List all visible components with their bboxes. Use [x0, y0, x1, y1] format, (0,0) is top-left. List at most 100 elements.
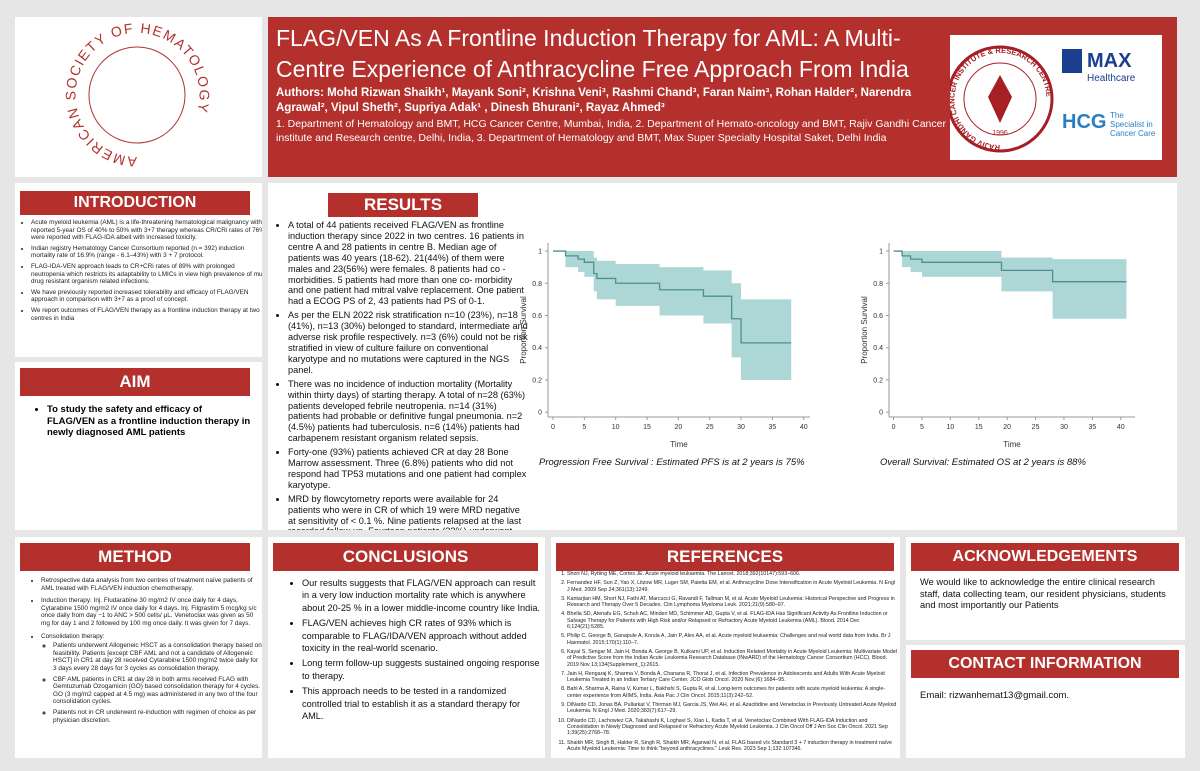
chart-caption: Progression Free Survival : Estimated PF…: [539, 457, 805, 468]
x-tick-label: 35: [768, 424, 776, 431]
ash-logo: AMERICAN SOCIETY OF HEMATOLOGY: [62, 20, 212, 170]
list-item-text: Retrospective data analysis from two cen…: [41, 577, 253, 592]
y-tick-label: 0.4: [532, 345, 542, 352]
list-item: Induction therapy: Inj. Fludarabine 30 m…: [41, 597, 262, 627]
list-item: Kayal S, Sengar M, Jain H, Bonda A, Geor…: [567, 649, 897, 668]
section-heading: METHOD: [20, 543, 250, 571]
x-tick-label: 25: [1032, 424, 1040, 431]
list-item: Philip C, George B, Ganapule A, Korula A…: [567, 633, 897, 646]
list-item-text: Consolidation therapy:: [41, 632, 105, 640]
list-item: Retrospective data analysis from two cen…: [41, 577, 262, 592]
list-item: Our results suggests that FLAG/VEN appro…: [302, 577, 540, 614]
list-item: Jain H, Rengaraj K, Sharma V, Bonda A, C…: [567, 671, 897, 684]
list-item: A total of 44 patients received FLAG/VEN…: [288, 220, 528, 307]
hcg-sub-box: The Specialist in Cancer Care: [1110, 111, 1156, 138]
partner-logos: RAJIV GANDHI CANCER INSTITUTE & RESEARCH…: [946, 35, 1162, 160]
x-tick-label: 5: [582, 424, 586, 431]
list-item: Shaikh MR, Singh B, Halder R, Singh R, S…: [567, 740, 897, 753]
y-tick-label: 0.6: [873, 313, 883, 320]
section-heading: REFERENCES: [556, 543, 894, 571]
title: FLAG/VEN As A Frontline Induction Therap…: [276, 25, 909, 82]
logo-art: RAJIV GANDHI CANCER INSTITUTE & RESEARCH…: [946, 45, 1156, 153]
contact-panel: CONTACT INFORMATION Email: rizwanhemat13…: [906, 645, 1185, 758]
survival-curve: [893, 250, 1127, 283]
authors: Authors: Mohd Rizwan Shaikh¹, Mayank Son…: [276, 87, 912, 114]
list-item: Bahl A, Sharma A, Raina V, Kumar L, Bakh…: [567, 686, 897, 699]
x-tick-label: 15: [975, 424, 983, 431]
list-item: FLAG-IDA-VEN approach leads to CR+CRi ra…: [31, 263, 262, 286]
list-item: Acute myeloid leukemia (AML) is a life-t…: [31, 219, 262, 242]
list-item: Fernandez HF, Sun Z, Yao X, Litzow MR, L…: [567, 580, 897, 593]
y-tick-label: 0.8: [532, 281, 542, 288]
chart-caption: Overall Survival: Estimated OS at 2 year…: [880, 457, 1086, 468]
y-tick-label: 0.2: [873, 377, 883, 384]
confidence-band: [893, 251, 1127, 319]
ash-logo-panel: AMERICAN SOCIETY OF HEMATOLOGY: [15, 17, 262, 177]
introduction-panel: INTRODUCTION Acute myeloid leukemia (AML…: [15, 183, 262, 357]
survival-curve: [553, 250, 792, 344]
hcg-sub: The Specialist in Cancer Care: [1110, 111, 1156, 138]
list-item: DiNardo CD, Lachowiez CA, Takahashi K, L…: [567, 718, 897, 737]
y-axis-label: Proportion Survival: [519, 296, 528, 364]
section-heading: INTRODUCTION: [20, 191, 250, 215]
list-item: Forty-one (93%) patients achieved CR at …: [288, 447, 528, 491]
rgci-inner-ring: [963, 62, 1037, 136]
x-tick-label: 15: [643, 424, 651, 431]
affiliations: 1. Department of Hematology and BMT, HCG…: [276, 118, 946, 144]
x-axis-label: Time: [670, 440, 688, 449]
section-heading: CONTACT INFORMATION: [911, 650, 1179, 678]
list-item: Indian registry Hematology Cancer Consor…: [31, 245, 262, 260]
x-tick-label: 5: [920, 424, 924, 431]
x-tick-label: 30: [737, 424, 745, 431]
section-heading: RESULTS: [328, 193, 478, 217]
x-tick-label: 30: [1060, 424, 1068, 431]
y-tick-label: 0.4: [873, 345, 883, 352]
sub-list: Patients underwent Allogeneic HSCT as a …: [41, 642, 262, 724]
bullet-list: Acute myeloid leukemia (AML) is a life-t…: [19, 219, 262, 325]
list-item: We have previously reported increased to…: [31, 289, 262, 304]
list-item: Long term follow-up suggests sustained o…: [302, 657, 540, 682]
y-tick-label: 0: [879, 410, 883, 417]
max-sub: Healthcare: [1087, 73, 1136, 84]
reference-list: Short NJ, Rytting ME, Cortes JE. Acute m…: [555, 571, 897, 755]
list-item: We report outcomes of FLAG/VEN therapy a…: [31, 307, 262, 322]
rgci-emblem: [988, 75, 1012, 123]
list-item: MRD by flowcytometry reports were availa…: [288, 494, 528, 530]
y-tick-label: 0: [538, 410, 542, 417]
y-tick-label: 0.2: [532, 377, 542, 384]
bullet-list: A total of 44 patients received FLAG/VEN…: [276, 220, 528, 530]
logo-ring: [88, 46, 186, 144]
sub-list-item: Patients not in CR underwent re-inductio…: [53, 709, 262, 724]
title-panel: FLAG/VEN As A Frontline Induction Therap…: [268, 17, 1177, 177]
sub-list-item: CBF AML patients in CR1 at day 28 in bot…: [53, 676, 262, 706]
references-panel: REFERENCES Short NJ, Rytting ME, Cortes …: [551, 537, 900, 758]
y-tick-label: 1: [879, 249, 883, 256]
charts: 0 5 10 15 20 25 30 35 4000.20.40.60.81TimePropor…: [519, 243, 1135, 468]
list-item: DiNardo CD, Jonas BA, Pullarkat V, Thirm…: [567, 702, 897, 715]
x-tick-label: 10: [612, 424, 620, 431]
x-tick-label: 0: [551, 424, 555, 431]
section-heading: ACKNOWLEDGEMENTS: [911, 543, 1179, 571]
hcg-word: HCG: [1062, 111, 1106, 133]
list-item: This approach needs to be tested in a ra…: [302, 685, 540, 722]
list-item-text: Induction therapy: Inj. Fludarabine 30 m…: [41, 597, 257, 627]
ash-name: AMERICAN SOCIETY OF HEMATOLOGY: [62, 20, 212, 170]
list-item: Consolidation therapy: Patients underwent…: [41, 633, 262, 725]
rgci-year: 1996: [992, 130, 1008, 137]
list-item: To study the safety and efficacy of FLAG…: [47, 404, 252, 439]
x-tick-label: 25: [706, 424, 714, 431]
section-heading: CONCLUSIONS: [273, 543, 538, 571]
contact-text: Email: rizwanhemat13@gmail.com.: [920, 690, 1070, 701]
max-icon: [1062, 49, 1082, 73]
sub-list-item: Patients underwent Allogeneic HSCT as a …: [53, 642, 262, 672]
method-panel: METHOD Retrospective data analysis from …: [15, 537, 262, 758]
y-tick-label: 0.8: [873, 281, 883, 288]
bullet-list: To study the safety and efficacy of FLAG…: [35, 404, 252, 442]
list-item: There was no incidence of induction mort…: [288, 379, 528, 444]
ash-text: AMERICAN SOCIETY OF HEMATOLOGY: [62, 20, 211, 170]
x-tick-label: 40: [1117, 424, 1125, 431]
list-item: As per the ELN 2022 risk stratification …: [288, 310, 528, 375]
list-item: FLAG/VEN achieves high CR rates of 93% w…: [302, 617, 540, 654]
x-tick-label: 35: [1088, 424, 1096, 431]
